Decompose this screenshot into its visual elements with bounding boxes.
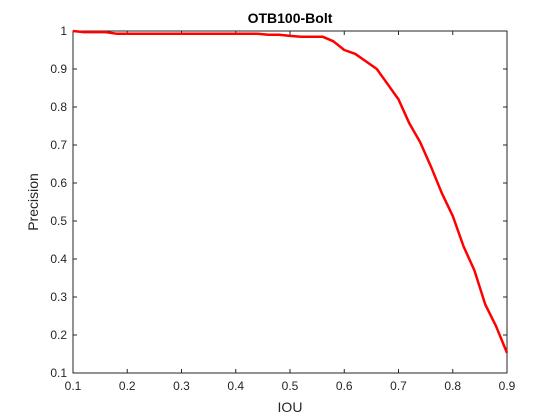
x-tick-label: 0.4 [227, 379, 244, 393]
x-tick-label: 0.5 [282, 379, 299, 393]
x-tick-label: 0.1 [65, 379, 82, 393]
y-tick-label: 0.9 [50, 62, 67, 76]
y-tick-label: 1 [60, 24, 67, 38]
y-tick-label: 0.6 [50, 176, 67, 190]
series-layer [72, 29, 509, 354]
axes-box [72, 30, 508, 374]
x-tick-label: 0.7 [390, 379, 407, 393]
x-tick-label: 0.3 [173, 379, 190, 393]
y-tick-label: 0.4 [50, 252, 67, 266]
x-tick-label: 0.6 [336, 379, 353, 393]
y-tick-label: 0.7 [50, 138, 67, 152]
x-axis-title: IOU [278, 399, 303, 415]
y-tick-label: 0.5 [50, 214, 67, 228]
y-axis-ticks: 0.1 0.2 0.3 0.4 0.5 0.6 0.7 0.8 0.9 1 [50, 24, 507, 380]
y-axis-title: Precision [25, 173, 41, 231]
y-tick-label: 0.3 [50, 290, 67, 304]
y-tick-label: 0.1 [50, 366, 67, 380]
chart-title: OTB100-Bolt [248, 10, 333, 26]
precision-series-line [72, 29, 509, 354]
y-tick-label: 0.2 [50, 328, 67, 342]
x-tick-label: 0.2 [119, 379, 136, 393]
x-tick-label: 0.8 [444, 379, 461, 393]
x-axis-ticks: 0.1 0.2 0.3 0.4 0.5 0.6 0.7 0.8 0.9 [65, 31, 516, 393]
y-tick-label: 0.8 [50, 100, 67, 114]
x-tick-label: 0.9 [499, 379, 516, 393]
